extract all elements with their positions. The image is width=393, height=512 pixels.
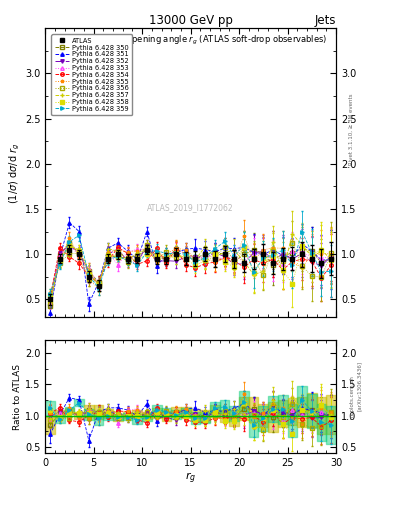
Text: ATLAS_2019_I1772062: ATLAS_2019_I1772062 (147, 203, 234, 212)
Title: 13000 GeV pp: 13000 GeV pp (149, 14, 233, 27)
Text: Rivet 3.1.10, ≥ 3M events: Rivet 3.1.10, ≥ 3M events (349, 94, 354, 165)
Y-axis label: $(1/\sigma)\ \mathrm{d}\sigma/\mathrm{d}\ r_g$: $(1/\sigma)\ \mathrm{d}\sigma/\mathrm{d}… (7, 142, 22, 204)
Text: [arXiv:1306.3436]: [arXiv:1306.3436] (357, 360, 362, 411)
Legend: ATLAS, Pythia 6.428 350, Pythia 6.428 351, Pythia 6.428 352, Pythia 6.428 353, P: ATLAS, Pythia 6.428 350, Pythia 6.428 35… (51, 34, 132, 115)
Text: Jets: Jets (314, 14, 336, 27)
X-axis label: $r_g$: $r_g$ (185, 471, 196, 486)
Text: mcplots.cern.ch: mcplots.cern.ch (349, 375, 354, 419)
Y-axis label: Ratio to ATLAS: Ratio to ATLAS (13, 364, 22, 430)
Text: Opening angle $r_g$ (ATLAS soft-drop observables): Opening angle $r_g$ (ATLAS soft-drop obs… (125, 34, 327, 47)
